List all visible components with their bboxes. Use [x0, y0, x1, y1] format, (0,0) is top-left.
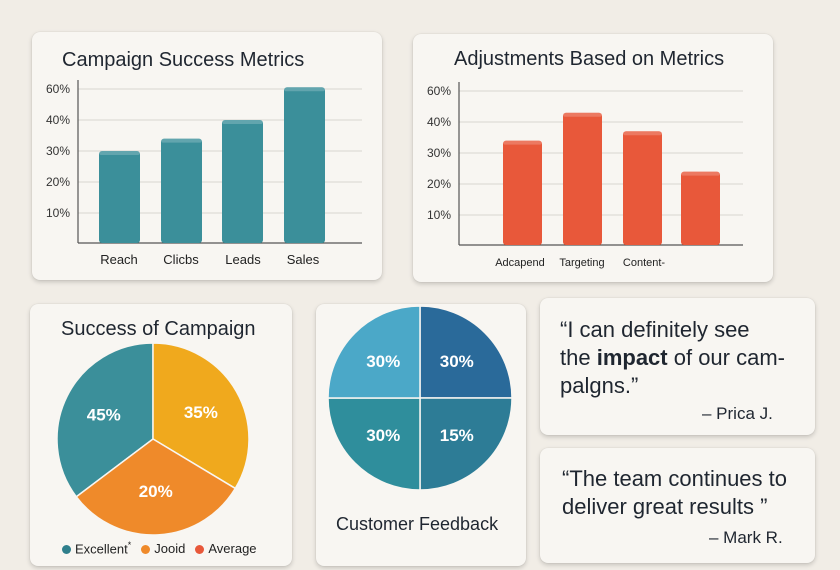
adjustments-ytick-label: 10%: [427, 208, 451, 222]
campaign-metrics-ytick-label: 60%: [46, 82, 70, 96]
feedback-slice-label: 30%: [366, 352, 400, 371]
campaign-metrics-category-label: Reach: [100, 252, 138, 267]
campaign-metrics-title: Campaign Success Metrics: [62, 49, 305, 71]
campaign-metrics-bar: [161, 138, 202, 243]
testimonial-author-2: – Mark R.: [709, 528, 783, 547]
campaign-metrics-ytick-label: 40%: [46, 113, 70, 127]
campaign-metrics-bar-highlight: [222, 120, 263, 124]
campaign-metrics-card: Campaign Success Metrics 60% 40% 30% 20% 10%…: [32, 32, 382, 280]
legend-label-excellent: Excellent: [75, 541, 128, 557]
testimonial-author-1: – Prica J.: [702, 404, 773, 423]
campaign-metrics-category-label: Clicbs: [163, 252, 199, 267]
adjustments-bar-highlight: [681, 171, 720, 176]
feedback-slice-label: 30%: [440, 352, 474, 371]
legend-item-jooid: Jooid: [141, 541, 185, 556]
testimonial-1-line-3: palgns.”: [560, 373, 639, 398]
customer-feedback-title: Customer Feedback: [336, 514, 499, 534]
feedback-slice: [419, 397, 513, 491]
legend-dot-average: [195, 544, 205, 554]
testimonial-1-line-2: the impact of our cam-: [560, 344, 810, 372]
campaign-metrics-chart: 60% 40% 30% 20% 10% Reach Clicbs Leads Sales: [46, 80, 362, 267]
pie-slice-excellent: [56, 342, 154, 498]
adjustments-bar: [623, 131, 662, 245]
campaign-success-legend: Excellent* Jooid Average: [62, 540, 257, 556]
testimonial-1-line-1: “I can definitely see: [560, 317, 750, 342]
pie-slice-label: 35%: [184, 403, 218, 422]
adjustments-bar: [681, 171, 720, 245]
campaign-success-card: Success of Campaign 45% 35% 20% Excellent*…: [30, 304, 292, 566]
legend-item-excellent: Excellent*: [62, 540, 131, 556]
feedback-slice: [327, 305, 421, 399]
feedback-slice: [419, 305, 513, 399]
campaign-metrics-bar: [284, 87, 325, 243]
adjustments-ytick-label: 20%: [427, 177, 451, 191]
legend-dot-jooid: [141, 544, 151, 554]
testimonial-text-1: “I can definitely see the impact of our …: [560, 316, 810, 400]
adjustments-bar-highlight: [623, 131, 662, 136]
pie-slice-label: 45%: [87, 405, 121, 424]
adjustments-ytick-label: 40%: [427, 115, 451, 129]
feedback-slice-label: 15%: [440, 426, 474, 445]
adjustments-title: Adjustments Based on Metrics: [454, 48, 725, 70]
campaign-success-pie: 45% 35% 20%: [56, 342, 250, 536]
campaign-metrics-ytick-label: 20%: [46, 175, 70, 189]
legend-label-jooid: Jooid: [154, 540, 186, 556]
customer-feedback-pie: 30% 15% 30% 30%: [327, 305, 513, 491]
campaign-metrics-ytick-label: 10%: [46, 206, 70, 220]
campaign-metrics-bar-highlight: [284, 87, 325, 92]
adjustments-ytick-label: 30%: [427, 146, 451, 160]
campaign-metrics-ytick-label: 30%: [46, 144, 70, 158]
adjustments-card: Adjustments Based on Metrics 60% 40% 30% 20…: [413, 34, 773, 282]
campaign-metrics-bar: [222, 120, 263, 243]
legend-marker: *: [127, 540, 132, 550]
campaign-metrics-bar: [99, 151, 140, 243]
campaign-metrics-category-label: Sales: [287, 252, 320, 267]
testimonial-1-line-2-post: of our cam-: [667, 345, 785, 370]
testimonial-2-line-1: “The team continues to: [562, 466, 788, 491]
pie-slice-jooid: [152, 342, 250, 490]
legend-dot-excellent: [62, 545, 71, 555]
campaign-metrics-bar-highlight: [161, 138, 202, 143]
campaign-success-title: Success of Campaign: [61, 318, 256, 340]
legend-label-average: Average: [208, 540, 257, 556]
adjustments-category-label: Content-: [623, 257, 666, 269]
adjustments-category-label: Targeting: [559, 257, 604, 269]
adjustments-bar: [563, 112, 602, 245]
pie-slice-average: [75, 438, 237, 536]
campaign-metrics-bar-highlight: [99, 151, 140, 155]
adjustments-bar: [503, 140, 542, 245]
feedback-slice-label: 30%: [366, 426, 400, 445]
customer-feedback-card: 30% 15% 30% 30% Customer Feedback: [316, 304, 526, 566]
pie-slice-label: 20%: [139, 482, 173, 501]
testimonial-1-line-2-pre: the: [560, 345, 597, 370]
testimonial-card-2: “The team continues to deliver great res…: [540, 448, 815, 563]
legend-item-average: Average: [195, 540, 257, 556]
testimonial-text-2: “The team continues to deliver great res…: [562, 465, 812, 521]
adjustments-ytick-label: 60%: [427, 84, 451, 98]
adjustments-bar-highlight: [503, 140, 542, 145]
adjustments-category-label: Adcapend: [495, 257, 545, 269]
adjustments-chart: 60% 40% 30% 20% 10% Adcapend Targeting Content-: [427, 82, 743, 269]
feedback-slice: [327, 397, 421, 491]
campaign-metrics-category-label: Leads: [225, 252, 261, 267]
adjustments-bar-highlight: [563, 112, 602, 117]
testimonial-card-1: “I can definitely see the impact of our …: [540, 298, 815, 435]
testimonial-2-line-2: deliver great results ”: [562, 494, 768, 519]
testimonial-1-emphasis: impact: [596, 345, 668, 370]
